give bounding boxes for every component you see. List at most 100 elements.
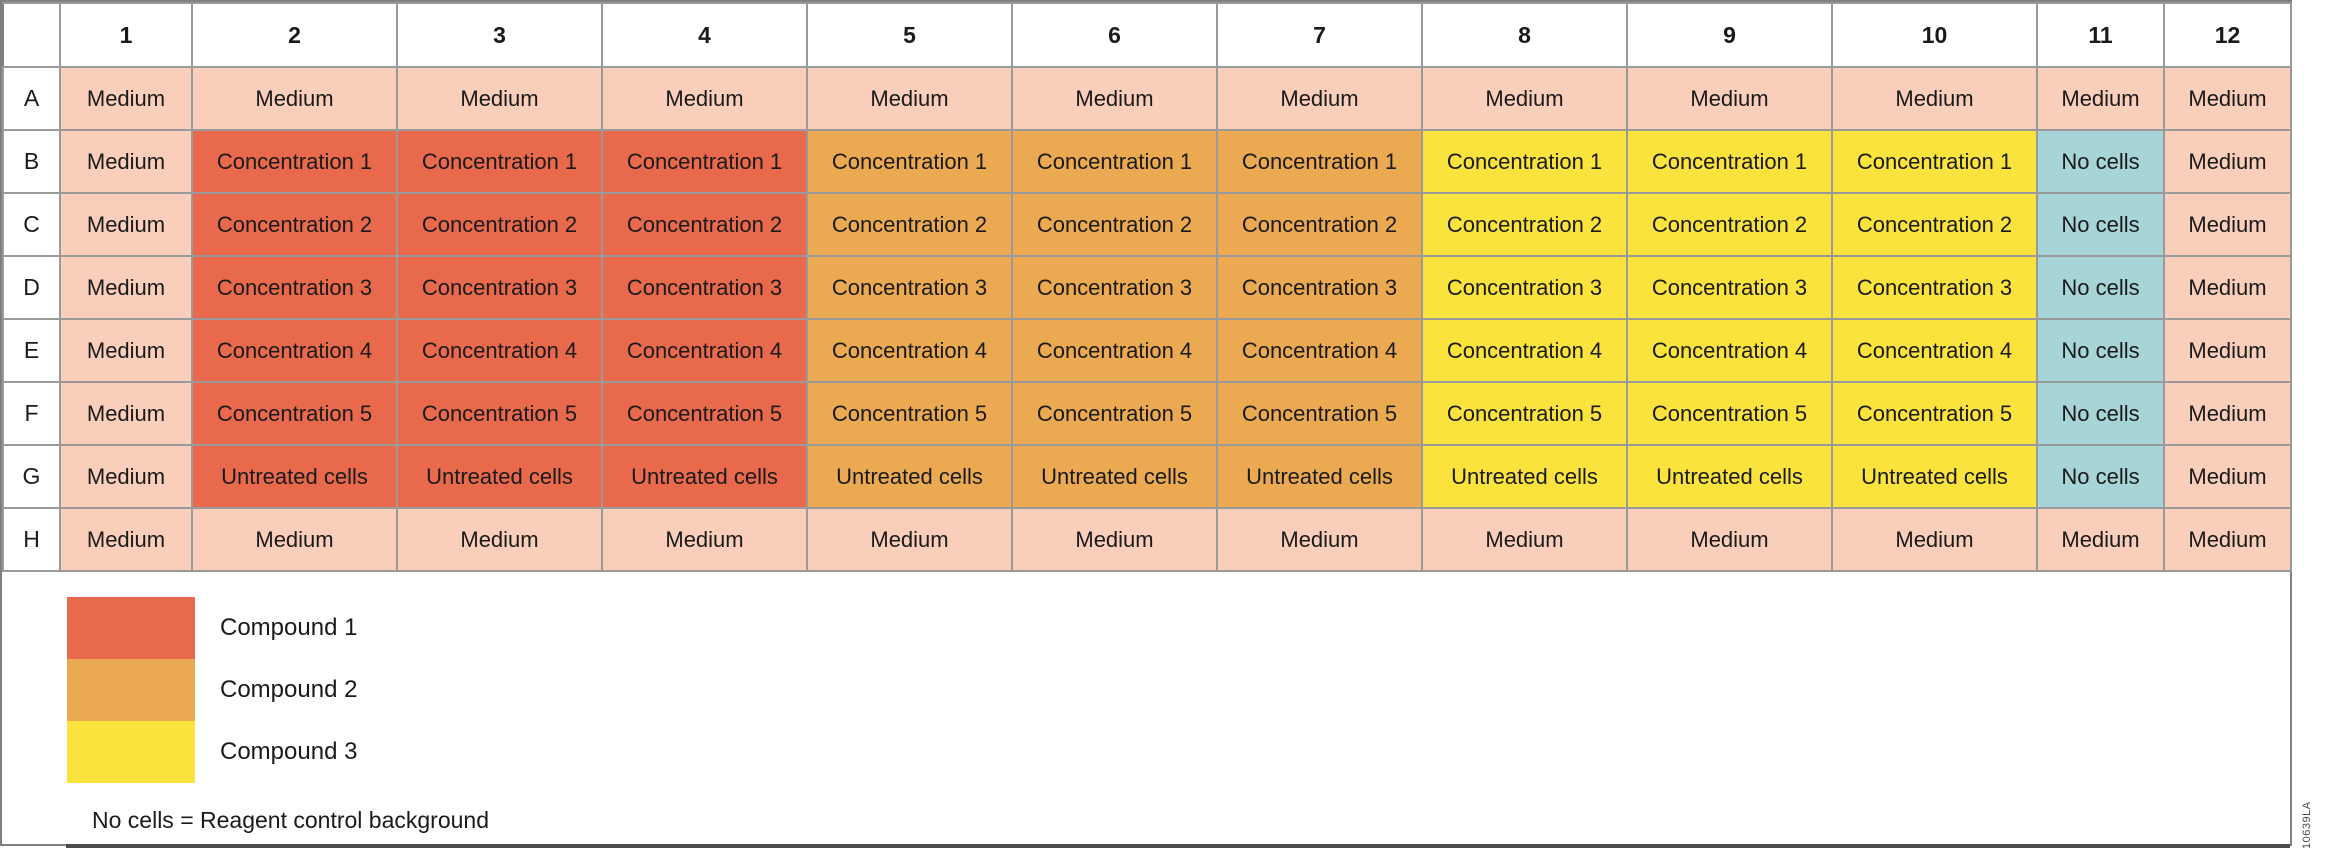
plate-cell-A12: Medium xyxy=(2163,66,2292,131)
row-header-G: G xyxy=(2,444,61,509)
plate-cell-F1: Medium xyxy=(59,381,193,446)
plate-cell-H2: Medium xyxy=(191,507,398,572)
compound2-label: Compound 2 xyxy=(220,676,358,703)
no-cells-note: No cells = Reagent control background xyxy=(92,807,489,833)
plate-row-D: D Medium Concentration 3 Concentration 3 Con… xyxy=(2,255,2292,320)
plate-cell-A1: Medium xyxy=(59,66,193,131)
plate-cell-H7: Medium xyxy=(1216,507,1423,572)
plate-cell-D2: Concentration 3 xyxy=(191,255,398,320)
plate-cell-A6: Medium xyxy=(1011,66,1218,131)
plate-cell-H9: Medium xyxy=(1626,507,1833,572)
plate-cell-H10: Medium xyxy=(1831,507,2038,572)
plate-cell-C7: Concentration 2 xyxy=(1216,192,1423,257)
plate-row-G: G Medium Untreated cells Untreated cells Unt… xyxy=(2,444,2292,509)
plate-row-A: A Medium Medium Medium Medium Medium Medium Med… xyxy=(2,66,2292,131)
plate-cell-E10: Concentration 4 xyxy=(1831,318,2038,383)
plate-cell-B4: Concentration 1 xyxy=(601,129,808,194)
plate-cell-A7: Medium xyxy=(1216,66,1423,131)
plate-cell-F2: Concentration 5 xyxy=(191,381,398,446)
plate-cell-C11: No cells xyxy=(2036,192,2165,257)
plate-cell-G11: No cells xyxy=(2036,444,2165,509)
plate-cell-H12: Medium xyxy=(2163,507,2292,572)
plate-cell-G10: Untreated cells xyxy=(1831,444,2038,509)
plate-cell-F12: Medium xyxy=(2163,381,2292,446)
plate-cell-E12: Medium xyxy=(2163,318,2292,383)
plate-cell-H4: Medium xyxy=(601,507,808,572)
plate-cell-F11: No cells xyxy=(2036,381,2165,446)
column-header-12: 12 xyxy=(2163,2,2292,68)
column-header-5: 5 xyxy=(806,2,1013,68)
plate-cell-B2: Concentration 1 xyxy=(191,129,398,194)
plate-cell-C1: Medium xyxy=(59,192,193,257)
column-header-3: 3 xyxy=(396,2,603,68)
compound2-swatch xyxy=(67,659,195,721)
plate-cell-D3: Concentration 3 xyxy=(396,255,603,320)
plate-cell-H5: Medium xyxy=(806,507,1013,572)
row-header-D: D xyxy=(2,255,61,320)
plate-cell-B11: No cells xyxy=(2036,129,2165,194)
corner-cell xyxy=(2,2,61,68)
plate-cell-B3: Concentration 1 xyxy=(396,129,603,194)
compound1-label: Compound 1 xyxy=(220,614,358,641)
plate-cell-E4: Concentration 4 xyxy=(601,318,808,383)
plate-cell-A3: Medium xyxy=(396,66,603,131)
legend: Compound 1 Compound 2 Compound 3 xyxy=(67,597,357,783)
plate-cell-D10: Concentration 3 xyxy=(1831,255,2038,320)
compound1-swatch xyxy=(67,597,195,659)
column-header-1: 1 xyxy=(59,2,193,68)
plate-cell-B8: Concentration 1 xyxy=(1421,129,1628,194)
plate-cell-G4: Untreated cells xyxy=(601,444,808,509)
plate-cell-A8: Medium xyxy=(1421,66,1628,131)
plate-cell-F4: Concentration 5 xyxy=(601,381,808,446)
plate-cell-G7: Untreated cells xyxy=(1216,444,1423,509)
plate-cell-E3: Concentration 4 xyxy=(396,318,603,383)
row-header-E: E xyxy=(2,318,61,383)
plate-cell-G1: Medium xyxy=(59,444,193,509)
plate-cell-E11: No cells xyxy=(2036,318,2165,383)
plate-cell-B7: Concentration 1 xyxy=(1216,129,1423,194)
column-header-9: 9 xyxy=(1626,2,1833,68)
plate-row-H: H Medium Medium Medium Medium Medium Medium Med… xyxy=(2,507,2292,572)
plate-cell-B10: Concentration 1 xyxy=(1831,129,2038,194)
row-header-B: B xyxy=(2,129,61,194)
compound3-swatch xyxy=(67,721,195,783)
plate-cell-G3: Untreated cells xyxy=(396,444,603,509)
plate-cell-B5: Concentration 1 xyxy=(806,129,1013,194)
plate-cell-E1: Medium xyxy=(59,318,193,383)
plate-table: 1 2 3 4 5 6 7 8 9 10 11 12 A Medium Medium Medium Mediu… xyxy=(2,2,2292,572)
plate-cell-B6: Concentration 1 xyxy=(1011,129,1218,194)
plate-cell-C4: Concentration 2 xyxy=(601,192,808,257)
legend-item-compound2: Compound 2 xyxy=(67,659,357,721)
plate-cell-G8: Untreated cells xyxy=(1421,444,1628,509)
plate-cell-D1: Medium xyxy=(59,255,193,320)
plate-cell-G9: Untreated cells xyxy=(1626,444,1833,509)
plate-cell-H11: Medium xyxy=(2036,507,2165,572)
plate-cell-C3: Concentration 2 xyxy=(396,192,603,257)
plate-cell-G12: Medium xyxy=(2163,444,2292,509)
figure-id-label: 10639LA xyxy=(2301,801,2313,849)
plate-cell-F5: Concentration 5 xyxy=(806,381,1013,446)
plate-cell-D9: Concentration 3 xyxy=(1626,255,1833,320)
plate-cell-B1: Medium xyxy=(59,129,193,194)
row-header-F: F xyxy=(2,381,61,446)
plate-cell-A10: Medium xyxy=(1831,66,2038,131)
plate-cell-G5: Untreated cells xyxy=(806,444,1013,509)
plate-cell-F8: Concentration 5 xyxy=(1421,381,1628,446)
plate-cell-H8: Medium xyxy=(1421,507,1628,572)
plate-cell-F9: Concentration 5 xyxy=(1626,381,1833,446)
plate-cell-E8: Concentration 4 xyxy=(1421,318,1628,383)
plate-cell-H6: Medium xyxy=(1011,507,1218,572)
plate-layout-figure: 1 2 3 4 5 6 7 8 9 10 11 12 A Medium Medium Medium Mediu… xyxy=(0,0,2292,846)
column-header-8: 8 xyxy=(1421,2,1628,68)
legend-item-compound3: Compound 3 xyxy=(67,721,357,783)
plate-cell-H1: Medium xyxy=(59,507,193,572)
plate-cell-E2: Concentration 4 xyxy=(191,318,398,383)
plate-cell-E7: Concentration 4 xyxy=(1216,318,1423,383)
column-header-11: 11 xyxy=(2036,2,2165,68)
row-header-H: H xyxy=(2,507,61,572)
plate-cell-D11: No cells xyxy=(2036,255,2165,320)
plate-cell-C12: Medium xyxy=(2163,192,2292,257)
legend-item-compound1: Compound 1 xyxy=(67,597,357,659)
plate-cell-H3: Medium xyxy=(396,507,603,572)
plate-cell-D5: Concentration 3 xyxy=(806,255,1013,320)
